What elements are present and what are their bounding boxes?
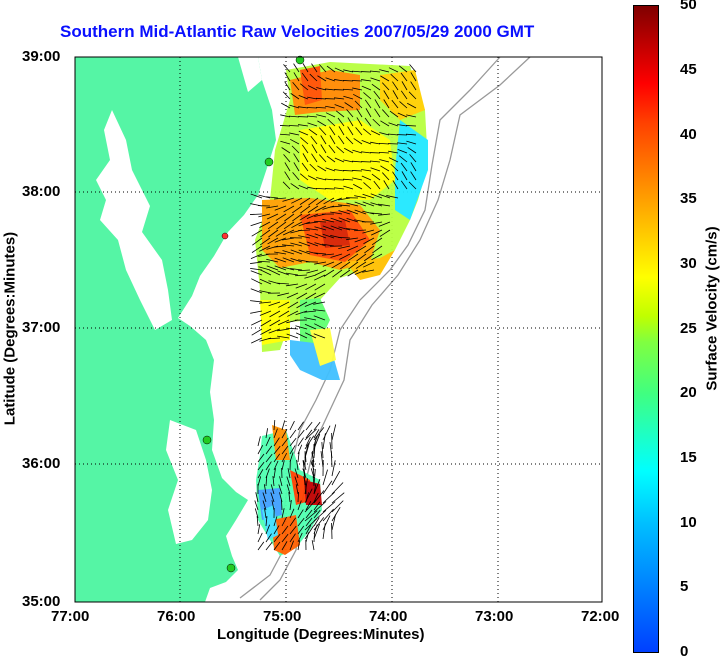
x-tick: 77:00 bbox=[51, 608, 89, 625]
y-tick: 39:00 bbox=[22, 48, 60, 65]
colorbar bbox=[633, 5, 659, 653]
x-axis-label: Longitude (Degrees:Minutes) bbox=[217, 626, 425, 643]
colorbar-tick: 25 bbox=[680, 320, 697, 337]
vector-arrow bbox=[281, 500, 282, 510]
colorbar-tick: 45 bbox=[680, 61, 697, 78]
station-marker-inactive bbox=[222, 233, 228, 239]
station-marker bbox=[203, 436, 211, 444]
station-marker bbox=[265, 158, 273, 166]
colorbar-tick: 0 bbox=[680, 643, 688, 660]
x-tick: 76:00 bbox=[157, 608, 195, 625]
map-title: Southern Mid-Atlantic Raw Velocities 200… bbox=[60, 22, 534, 42]
colorbar-label: Surface Velocity (cm/s) bbox=[704, 199, 721, 419]
vector-arrow bbox=[406, 125, 416, 126]
vector-arrow bbox=[250, 214, 262, 215]
y-tick: 37:00 bbox=[22, 319, 60, 336]
x-tick: 73:00 bbox=[475, 608, 513, 625]
x-tick: 74:00 bbox=[369, 608, 407, 625]
station-marker bbox=[227, 564, 235, 572]
colorbar-tick: 5 bbox=[680, 578, 688, 595]
vector-arrow bbox=[343, 170, 353, 171]
colorbar-tick: 35 bbox=[680, 190, 697, 207]
colorbar-tick: 30 bbox=[680, 255, 697, 272]
vector-arrow bbox=[343, 80, 353, 81]
vector-arrow bbox=[352, 170, 362, 171]
colorbar-tick: 10 bbox=[680, 514, 697, 531]
colorbar-tick: 50 bbox=[680, 0, 697, 13]
y-tick: 36:00 bbox=[22, 455, 60, 472]
vector-arrow bbox=[352, 80, 362, 81]
y-axis-label: Latitude (Degrees:Minutes) bbox=[2, 209, 19, 449]
x-tick: 72:00 bbox=[581, 608, 619, 625]
y-tick: 38:00 bbox=[22, 183, 60, 200]
colorbar-tick: 20 bbox=[680, 384, 697, 401]
vector-arrow bbox=[289, 125, 299, 126]
y-tick: 35:00 bbox=[22, 593, 60, 610]
colorbar-tick: 15 bbox=[680, 449, 697, 466]
x-tick: 75:00 bbox=[263, 608, 301, 625]
colorbar-tick: 40 bbox=[680, 126, 697, 143]
vector-arrow bbox=[280, 125, 290, 126]
